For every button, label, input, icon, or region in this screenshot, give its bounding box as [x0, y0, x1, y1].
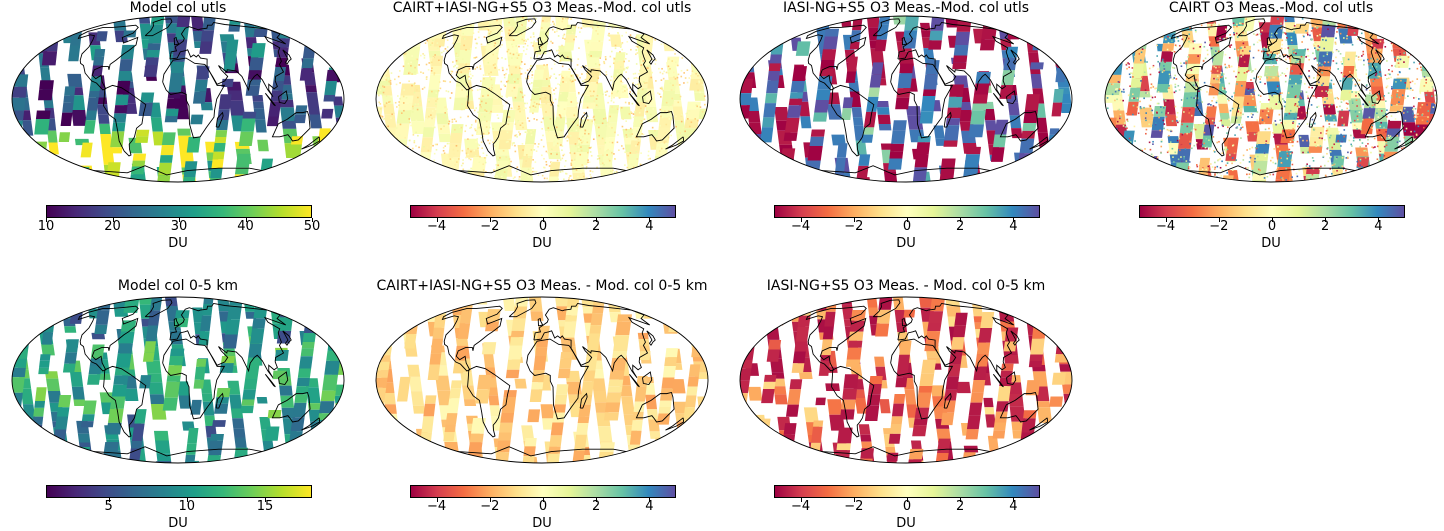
data-swaths — [10, 16, 346, 184]
colorbar-tick-label: −4 — [791, 219, 810, 234]
colorbar-tick-label: 0 — [1268, 219, 1276, 234]
colorbar-label: DU — [168, 516, 188, 531]
colorbar — [774, 485, 1040, 498]
colorbar-tick-label: 4 — [1374, 219, 1382, 234]
colorbar-label: DU — [896, 516, 916, 531]
data-swaths — [738, 297, 1074, 465]
colorbar-tick-label: 10 — [179, 499, 196, 514]
colorbar — [46, 485, 312, 498]
mollweide-map — [374, 14, 710, 184]
colorbar-tick-label: −4 — [1156, 219, 1175, 234]
mollweide-map — [10, 295, 346, 465]
colorbar-tick-label: 15 — [257, 499, 274, 514]
colorbar — [410, 485, 676, 498]
panel-title: IASI-NG+S5 O3 Meas. - Mod. col 0-5 km — [767, 278, 1046, 294]
colorbar-tick-label: 0 — [903, 219, 911, 234]
colorbar-tick-label: 2 — [956, 499, 964, 514]
mollweide-map — [374, 295, 710, 465]
colorbar-label: DU — [532, 516, 552, 531]
colorbar-tick-label: −2 — [844, 219, 863, 234]
colorbar-tick-label: −4 — [427, 499, 446, 514]
colorbar-tick-label: 0 — [903, 499, 911, 514]
data-swaths — [738, 16, 1074, 184]
panel-title: CAIRT+IASI-NG+S5 O3 Meas. - Mod. col 0-5… — [377, 278, 708, 294]
colorbar-label: DU — [1261, 236, 1281, 251]
colorbar-tick-label: 4 — [645, 499, 653, 514]
mollweide-map — [1103, 14, 1439, 184]
panel-title: Model col 0-5 km — [118, 278, 238, 294]
colorbar-tick-label: 2 — [956, 219, 964, 234]
data-swaths — [1103, 16, 1439, 184]
colorbar-tick-label: −2 — [1209, 219, 1228, 234]
colorbar-tick-label: −2 — [480, 219, 499, 234]
data-swaths — [10, 297, 346, 465]
colorbar-tick-label: −4 — [427, 219, 446, 234]
colorbar — [1139, 205, 1405, 218]
colorbar-tick-label: 50 — [304, 219, 321, 234]
colorbar — [46, 205, 312, 218]
colorbar-tick-label: 0 — [539, 499, 547, 514]
mollweide-map — [738, 14, 1074, 184]
data-swaths — [374, 16, 710, 184]
colorbar-tick-label: 2 — [592, 219, 600, 234]
colorbar-tick-label: 30 — [171, 219, 188, 234]
colorbar-label: DU — [532, 236, 552, 251]
colorbar-tick-label: −2 — [480, 499, 499, 514]
colorbar-tick-label: 20 — [104, 219, 121, 234]
colorbar-label: DU — [168, 236, 188, 251]
colorbar-tick-label: 4 — [1009, 219, 1017, 234]
colorbar-tick-label: −2 — [844, 499, 863, 514]
colorbar-tick-label: 4 — [645, 219, 653, 234]
colorbar-tick-label: 2 — [592, 499, 600, 514]
colorbar — [410, 205, 676, 218]
colorbar-label: DU — [896, 236, 916, 251]
mollweide-map — [10, 14, 346, 184]
colorbar-tick-label: 10 — [38, 219, 55, 234]
colorbar-tick-label: 4 — [1009, 499, 1017, 514]
colorbar-tick-label: 5 — [104, 499, 112, 514]
colorbar-tick-label: 0 — [539, 219, 547, 234]
colorbar-tick-label: −4 — [791, 499, 810, 514]
mollweide-map — [738, 295, 1074, 465]
data-swaths — [374, 297, 710, 465]
colorbar — [774, 205, 1040, 218]
colorbar-tick-label: 2 — [1321, 219, 1329, 234]
colorbar-tick-label: 40 — [237, 219, 254, 234]
